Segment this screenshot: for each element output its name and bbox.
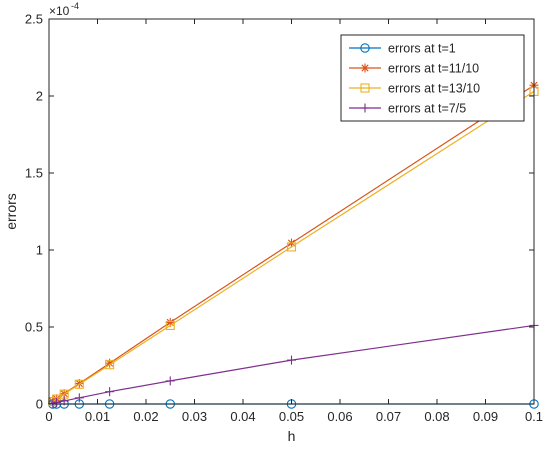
series-3 (48, 320, 539, 408)
y-tick-label: 0 (36, 397, 43, 412)
legend-item: errors at t=13/10 (349, 82, 480, 96)
legend-box (340, 34, 525, 122)
x-tick-label: 0.02 (133, 409, 158, 424)
tick-labels: 0 0.01 0.02 0.03 0.04 0.05 0.06 0.07 0.08 0.09 0.1… (25, 12, 543, 425)
legend-label: errors at t=7/5 (388, 102, 466, 116)
y-axis-label: errors (3, 193, 19, 230)
y-tick-label: 1 (36, 243, 43, 258)
x-tick-label: 0.07 (376, 409, 401, 424)
legend-item: errors at t=7/5 (349, 102, 466, 116)
legend-label: errors at t=13/10 (388, 82, 480, 96)
data-point (165, 376, 175, 386)
legend-item: errors at t=11/10 (349, 62, 479, 76)
data-point (165, 320, 175, 331)
y-tick-label: 1.5 (25, 166, 43, 181)
x-axis-label: h (288, 428, 296, 444)
data-point (286, 242, 297, 252)
legend-label: errors at t=11/10 (388, 62, 479, 76)
data-point (74, 393, 84, 403)
x-tick-label: 0.05 (279, 409, 304, 424)
y-tick-label: 2 (36, 89, 43, 104)
legend: errors at t=1 errors at t=11/10 errors at … (340, 34, 525, 122)
legend-item: errors at t=1 (349, 42, 456, 56)
legend-marker (360, 43, 370, 53)
y-tick-label: 0.5 (25, 320, 43, 335)
data-point (105, 387, 115, 397)
x-tick-label: 0.01 (85, 409, 110, 424)
data-point (74, 379, 84, 389)
x-tick-label: 0.1 (525, 409, 543, 424)
x-tick-label: 0.03 (182, 409, 207, 424)
legend-label: errors at t=1 (388, 42, 456, 56)
data-point (52, 397, 62, 407)
legend-marker (360, 63, 370, 73)
axes (48, 18, 535, 405)
data-point (48, 398, 58, 408)
x-tick-label: 0.08 (424, 409, 449, 424)
y-exponent-power: -4 (71, 1, 79, 11)
y-tick-label: 2.5 (25, 12, 43, 27)
data-point (105, 360, 115, 370)
data-point (287, 355, 296, 365)
x-tick-label: 0.09 (473, 409, 498, 424)
x-tick-label: 0.06 (327, 409, 352, 424)
x-tick-label: 0.04 (230, 409, 255, 424)
x-tick-label: 0 (45, 409, 52, 424)
legend-marker (360, 83, 370, 93)
y-exponent-base: ×10 (49, 4, 70, 18)
legend-marker (360, 103, 370, 113)
y-exponent-label: ×10 -4 (49, 1, 79, 18)
series-line (52, 90, 535, 403)
